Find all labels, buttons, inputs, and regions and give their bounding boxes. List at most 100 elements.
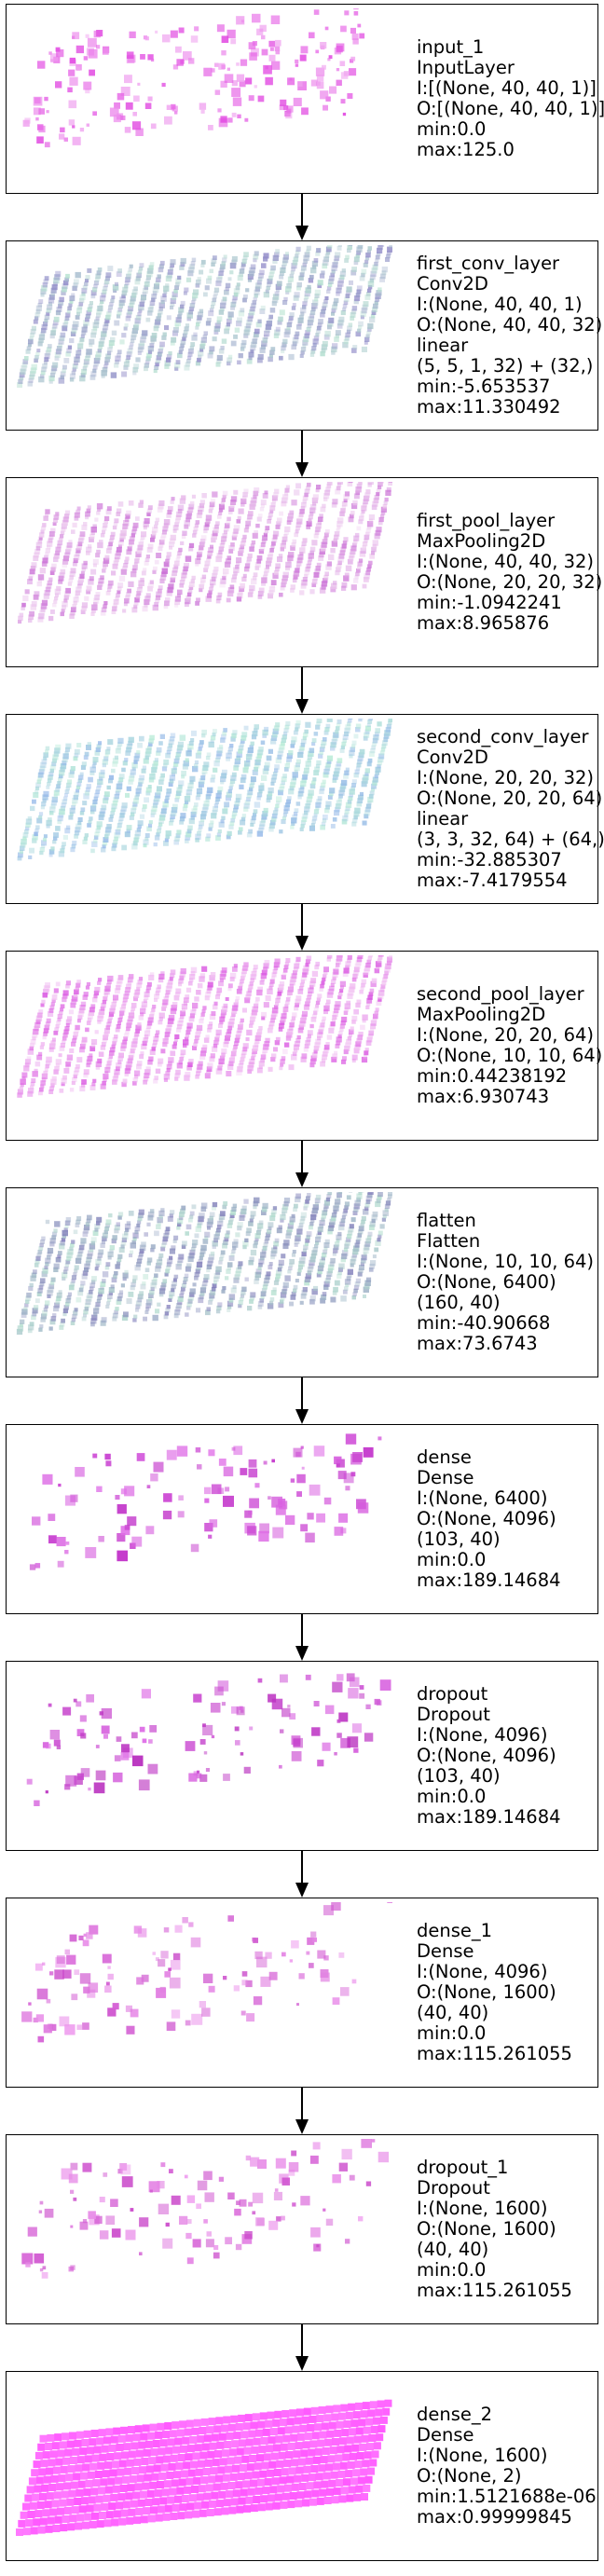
activation-cell xyxy=(260,782,265,788)
activation-cell xyxy=(166,1305,171,1309)
activation-cell xyxy=(198,311,203,318)
activation-cell xyxy=(166,792,171,797)
flow-arrow xyxy=(295,904,309,951)
activation-cell xyxy=(226,791,232,798)
activation-cell xyxy=(324,1278,331,1283)
activation-cell xyxy=(346,1038,351,1045)
activation-cell xyxy=(211,262,215,267)
activation-cell xyxy=(238,985,243,991)
activation-cell xyxy=(116,783,123,790)
activation-cell xyxy=(52,1231,58,1237)
activation-cell xyxy=(228,1294,236,1300)
activation-cell xyxy=(160,971,165,976)
activation-cell xyxy=(206,1070,212,1076)
activation-cell xyxy=(331,1056,337,1062)
activation-cell xyxy=(289,1258,295,1265)
activation-cell xyxy=(126,1026,130,1032)
activation-cell xyxy=(322,1054,327,1061)
activation-cell xyxy=(117,92,125,101)
activation-cell xyxy=(158,1253,164,1258)
layer-detail: (3, 3, 32, 64) + (64,) xyxy=(417,829,604,850)
activation-cell xyxy=(185,597,191,605)
activation-cell xyxy=(195,833,201,840)
activation-cell xyxy=(21,365,27,372)
activation-cell xyxy=(183,51,192,61)
activation-cell xyxy=(282,571,289,578)
activation-cell xyxy=(61,1082,65,1087)
activation-cell xyxy=(255,996,260,1002)
activation-cell xyxy=(181,534,186,539)
activation-cell xyxy=(50,291,56,296)
activation-cell xyxy=(235,285,240,291)
activation-cell xyxy=(252,41,257,47)
activation-cell xyxy=(209,505,214,511)
activation-cell xyxy=(316,1272,322,1278)
activation-cell xyxy=(300,347,307,352)
activation-cell xyxy=(59,808,65,815)
activation-cell xyxy=(86,1218,91,1224)
activation-cell xyxy=(186,312,193,319)
activation-cell xyxy=(227,1262,233,1267)
activation-cell xyxy=(242,1244,247,1250)
activation-cell xyxy=(133,1314,138,1319)
activation-cell xyxy=(349,754,353,759)
activation-cell xyxy=(91,1082,96,1087)
activation-cell xyxy=(222,1286,226,1291)
activation-cell xyxy=(52,603,57,608)
activation-cell xyxy=(162,999,169,1006)
activation-cell xyxy=(150,1248,155,1253)
activation-cell xyxy=(41,1313,48,1320)
activation-cell xyxy=(313,336,320,341)
activation-cell xyxy=(226,322,231,327)
activation-cell xyxy=(326,289,331,294)
activation-cell xyxy=(268,272,274,278)
activation-cell xyxy=(138,308,143,313)
activation-cell xyxy=(121,1314,129,1322)
activation-cell xyxy=(175,360,181,364)
activation-cell xyxy=(227,788,232,794)
activation-cell xyxy=(348,990,354,996)
activation-cell xyxy=(254,1042,259,1048)
activation-cell xyxy=(316,325,322,331)
activation-cell xyxy=(288,353,295,361)
activation-cell xyxy=(249,787,254,791)
activation-cell xyxy=(330,742,336,748)
activation-cell xyxy=(285,997,291,1002)
activation-cell xyxy=(254,286,261,292)
activation-cell xyxy=(301,580,308,586)
activation-cell xyxy=(90,530,95,535)
activation-cell xyxy=(273,333,280,338)
activation-cell xyxy=(89,576,94,582)
activation-cell xyxy=(323,1242,330,1248)
activation-cell xyxy=(319,747,325,752)
activation-cell xyxy=(181,1004,188,1010)
activation-cell xyxy=(98,772,105,779)
activation-cell xyxy=(344,1201,350,1207)
activation-cell xyxy=(213,1001,218,1006)
activation-cell xyxy=(340,25,347,33)
activation-cell xyxy=(289,1301,294,1307)
activation-cell xyxy=(210,777,215,783)
activation-cell xyxy=(327,1228,333,1235)
activation-cell xyxy=(311,738,317,743)
activation-cell xyxy=(53,316,60,322)
activation-cell xyxy=(383,500,388,505)
activation-cell xyxy=(205,1309,211,1316)
activation-cell xyxy=(291,344,296,350)
activation-cell xyxy=(105,353,111,360)
activation-cell xyxy=(237,1226,242,1231)
activation-cell xyxy=(192,529,198,535)
activation-cell xyxy=(282,257,289,264)
activation-cell xyxy=(240,308,245,313)
activation-cell xyxy=(336,963,340,967)
activation-cell xyxy=(151,767,158,774)
activation-cell xyxy=(319,548,325,555)
activation-cell xyxy=(155,1309,160,1314)
activation-cell xyxy=(238,508,244,514)
activation-cell xyxy=(150,813,155,818)
activation-cell xyxy=(107,308,112,313)
activation-cell xyxy=(105,276,110,281)
activation-cell xyxy=(250,1214,254,1220)
activation-cell xyxy=(190,342,196,347)
activation-cell xyxy=(371,978,378,984)
